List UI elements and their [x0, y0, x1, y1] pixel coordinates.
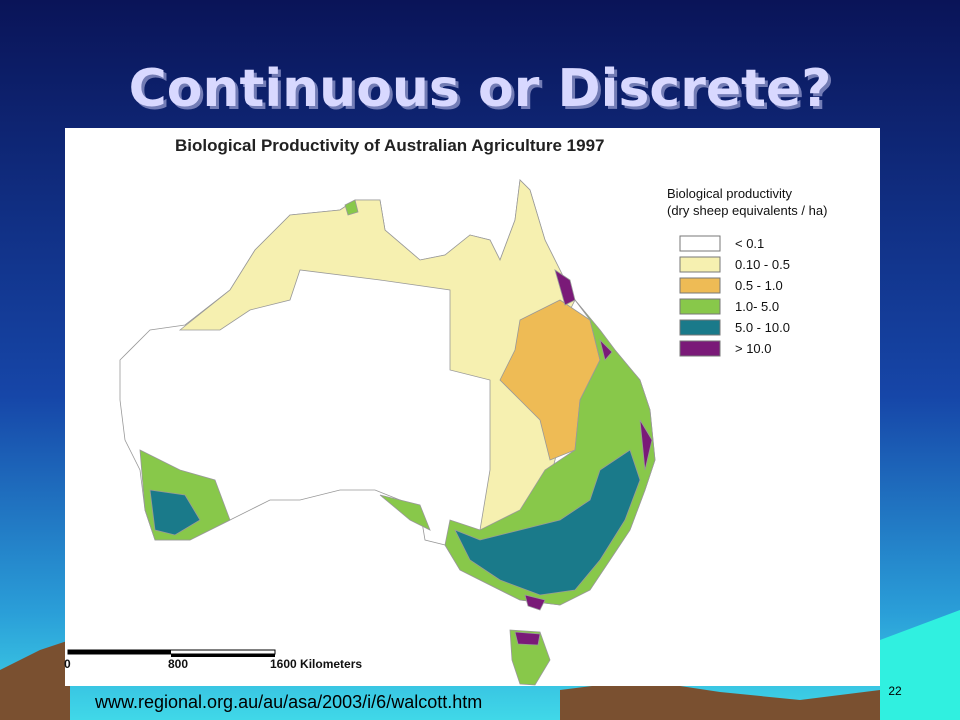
legend-swatch	[679, 235, 721, 252]
legend: < 0.1 0.10 - 0.5 0.5 - 1.0 1.0- 5.0 5.0 - 10…	[679, 235, 790, 357]
legend-label: 1.0- 5.0	[735, 299, 779, 314]
legend-title: Biological productivity	[667, 186, 793, 201]
legend-title: (dry sheep equivalents / ha)	[667, 203, 827, 218]
region-top	[524, 269, 653, 611]
tasmania-top	[514, 631, 541, 646]
legend-swatch	[679, 340, 721, 357]
scale-bar-segment	[171, 654, 275, 657]
legend-swatch	[679, 298, 721, 315]
legend-swatch	[679, 277, 721, 294]
title-shadow: Continuous or Discrete?	[132, 62, 835, 122]
region-low	[178, 179, 576, 541]
darwin	[344, 199, 359, 216]
legend-swatch	[679, 319, 721, 336]
region-mid	[499, 299, 601, 461]
legend-label: 0.5 - 1.0	[735, 278, 783, 293]
legend-label: < 0.1	[735, 236, 764, 251]
source-url: www.regional.org.au/au/asa/2003/i/6/walc…	[94, 692, 482, 712]
slide-title: Continuous or Discrete?	[129, 59, 832, 119]
legend-label: > 10.0	[735, 341, 772, 356]
sea-glow	[880, 610, 960, 720]
scale-bar-segment	[68, 650, 171, 654]
mountains	[0, 640, 880, 720]
legend-label: 0.10 - 0.5	[735, 257, 790, 272]
map	[119, 179, 656, 686]
scale-label: 1600 Kilometers	[270, 657, 362, 671]
legend-swatch	[679, 256, 721, 273]
region-very-high	[149, 449, 641, 596]
scale-label: 800	[168, 657, 188, 671]
scale-bar	[67, 649, 276, 657]
legend-label: 5.0 - 10.0	[735, 320, 790, 335]
slide-number: 22	[888, 684, 902, 698]
scale-label: 0	[64, 657, 71, 671]
map-title: Biological Productivity of Australian Ag…	[175, 136, 605, 155]
